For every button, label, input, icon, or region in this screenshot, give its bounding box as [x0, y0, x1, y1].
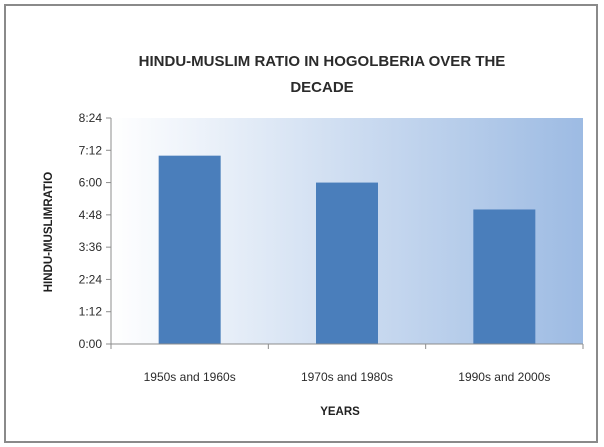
bar-1 [158, 155, 221, 344]
y-tick-label: 6:00 [79, 176, 103, 190]
y-tick-label: 2:24 [79, 272, 103, 286]
y-tick-label: 4:48 [79, 208, 103, 222]
bar-3 [473, 209, 536, 344]
y-tick-label: 7:12 [79, 143, 103, 157]
y-tick-label: 0:00 [79, 337, 103, 351]
y-tick-label: 3:36 [79, 240, 103, 254]
y-axis-label: HINDU-MUSLIMRATIO [43, 172, 55, 293]
x-tick-label: 1970s and 1980s [301, 370, 393, 384]
x-tick-label: 1950s and 1960s [144, 370, 236, 384]
chart-title-line-2: DECADE [290, 79, 353, 96]
x-tick-label: 1990s and 2000s [458, 370, 550, 384]
bar-2 [316, 182, 378, 344]
y-tick-label: 8:24 [79, 111, 103, 125]
x-axis-label: YEARS [320, 406, 360, 418]
chart-title-line-1: HINDU-MUSLIM RATIO IN HOGOLBERIA OVER TH… [139, 53, 506, 70]
y-tick-label: 1:12 [79, 305, 103, 319]
